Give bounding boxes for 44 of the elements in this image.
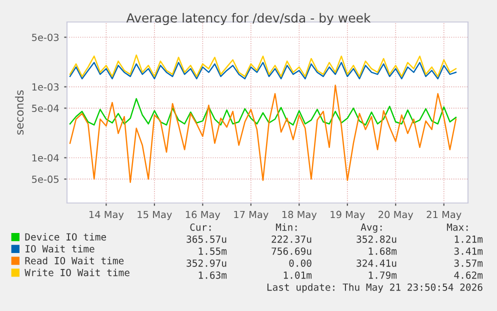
text: 365.57u [186, 235, 226, 243]
x-tick-label: 18 May [282, 210, 317, 220]
y-tick-label: 1e-03 [32, 83, 59, 91]
text: 1.68m [368, 247, 397, 255]
text: 352.97u [186, 259, 226, 267]
line-series [69, 84, 457, 183]
y-tick-label: 5e-04 [32, 104, 59, 112]
y-axis-title: seconds [15, 90, 24, 135]
y-tick-label: 5e-05 [32, 176, 59, 183]
text: 352.82u [356, 235, 396, 243]
x-tick-label: 19 May [330, 210, 365, 220]
text: 1.01m [284, 271, 312, 279]
legend-label: Write IO Wait time [24, 268, 130, 276]
text: 222.37u [272, 235, 312, 243]
legend-label: IO Wait time [26, 244, 94, 252]
text: Avg: [360, 224, 382, 233]
x-tick-label: 14 May [89, 210, 124, 220]
text: 0.00 [289, 259, 312, 267]
x-tick-label: 20 May [378, 210, 414, 220]
x-tick-label: 17 May [234, 210, 268, 220]
text: 3.57m [454, 259, 483, 267]
x-tick-label: 15 May [138, 210, 172, 220]
text: Max: [446, 224, 468, 231]
text: Min: [276, 223, 297, 231]
legend-label: Device IO time [25, 233, 106, 241]
text: 1.63m [198, 271, 227, 279]
chart-title: Average latency for /dev/sda - by week [126, 12, 371, 26]
text: 1.55m [198, 248, 227, 255]
text: 4.62m [454, 271, 483, 279]
x-tick-label: 16 May [186, 210, 220, 220]
text: 3.41m [454, 247, 483, 255]
text: 1.21m [454, 235, 483, 243]
y-tick-label: 5e-03 [32, 34, 59, 42]
text: 324.41u [356, 259, 396, 267]
x-tick-label: 21 May [426, 210, 462, 220]
y-tick-label: 1e-04 [32, 154, 59, 162]
line-series [69, 54, 457, 78]
text: Cur: [190, 223, 211, 231]
line-series [69, 62, 457, 80]
text: Last update: Thu May 21 23:50:54 2026 [267, 283, 482, 293]
text: 1.79m [368, 271, 397, 279]
text: 756.69u [272, 247, 312, 255]
line-series [69, 98, 457, 126]
legend-label: Read IO Wait time [25, 256, 124, 264]
